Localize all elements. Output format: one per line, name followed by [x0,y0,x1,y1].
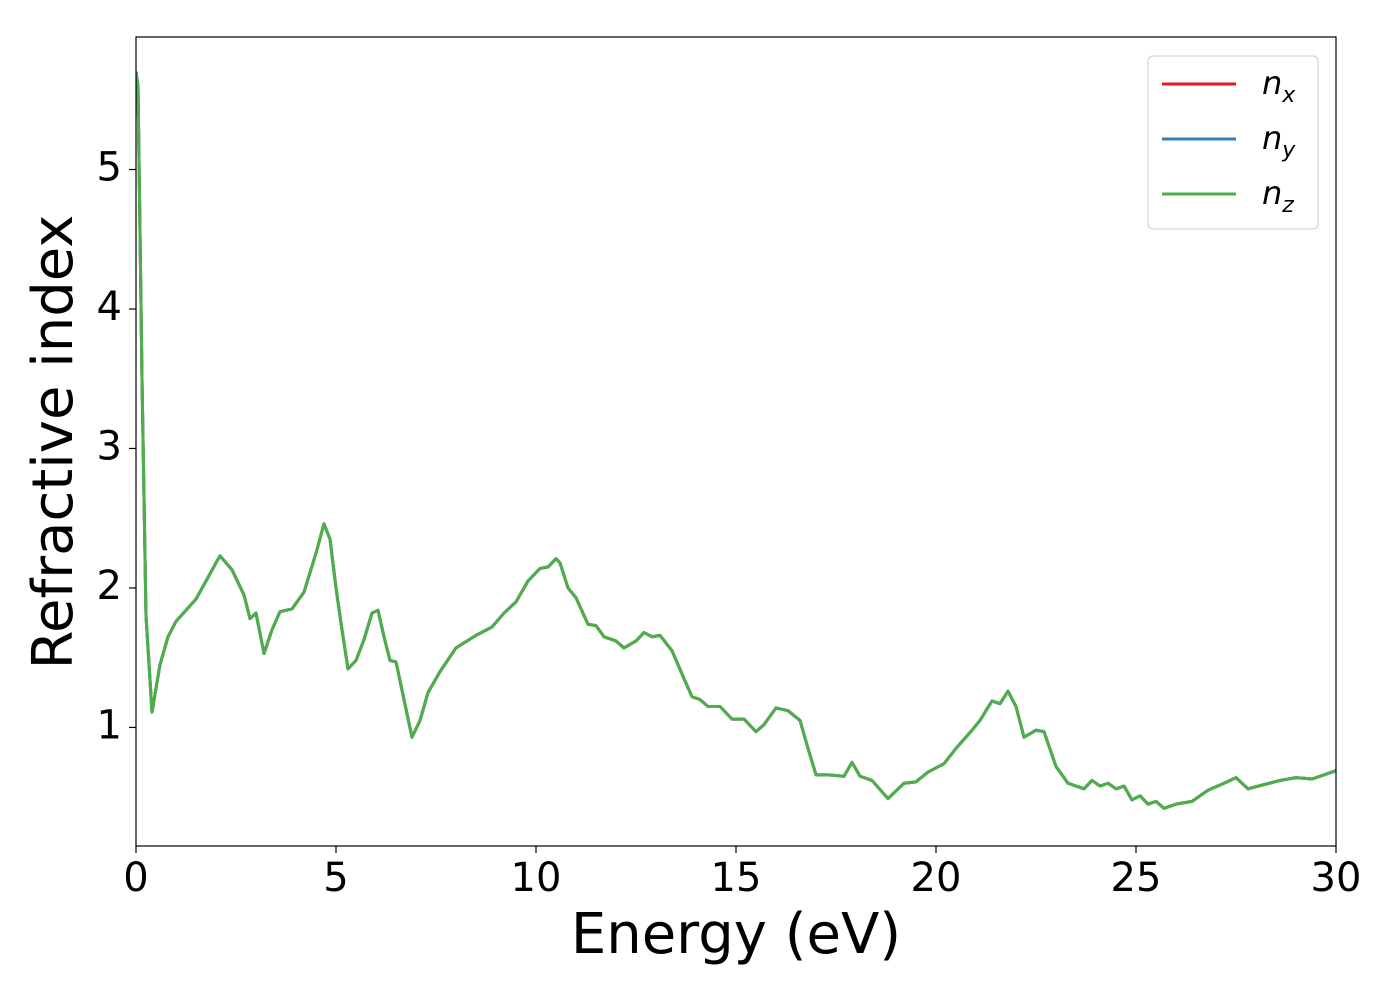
x-tick-label: 15 [711,855,762,901]
y-tick-label: 2 [97,563,122,609]
legend-label: nz [1262,174,1294,218]
legend-label: ny [1262,119,1296,163]
legend-label: nx [1262,64,1296,108]
y-tick-label: 1 [97,702,122,748]
y-axis-label: Refractive index [21,215,86,670]
x-tick-label: 25 [1111,855,1162,901]
x-tick-label: 20 [911,855,962,901]
x-tick-label: 5 [323,855,348,901]
y-tick-label: 5 [97,145,122,191]
plot-frame [135,36,1337,847]
x-tick-label: 10 [511,855,562,901]
x-tick-label: 0 [123,855,148,901]
x-axis-label: Energy (eV) [571,902,901,967]
x-tick-label: 30 [1311,855,1362,901]
y-tick-label: 4 [97,284,122,330]
y-tick-label: 3 [97,423,122,469]
series-line [136,71,1336,810]
legend-box [1147,55,1319,230]
legend: nx ny nz [1147,55,1319,230]
